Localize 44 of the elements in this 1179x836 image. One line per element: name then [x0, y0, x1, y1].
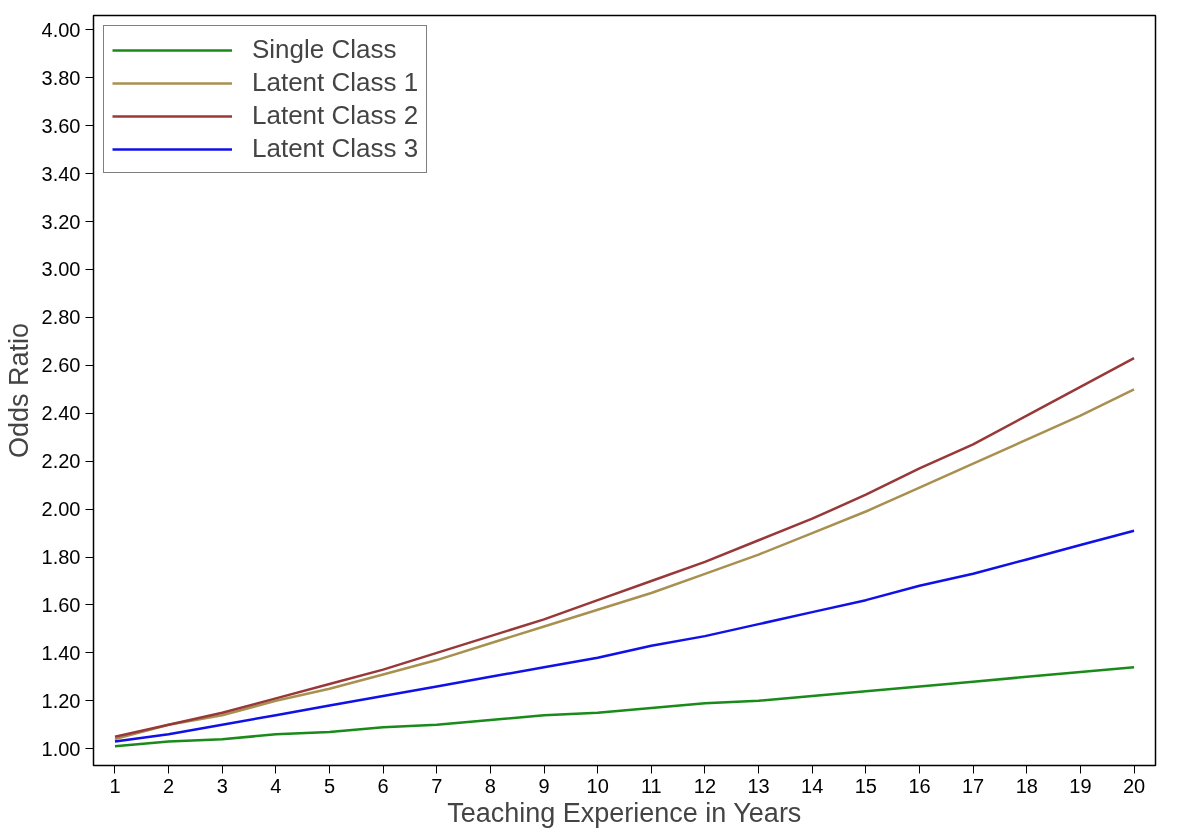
x-tick-label: 20	[1122, 774, 1146, 797]
line-series	[113, 529, 1136, 743]
x-tick-label: 7	[431, 774, 443, 797]
x-tick-label: 12	[693, 774, 717, 797]
x-tick-label: 5	[323, 774, 336, 797]
x-tick-label: 8	[484, 774, 496, 797]
x-tick-label: 15	[854, 774, 877, 797]
x-axis-title: Teaching Experience in Years	[447, 797, 802, 828]
x-tick-label: 6	[377, 774, 389, 797]
y-tick-label: 2.00	[41, 498, 81, 521]
x-tick-label: 4	[270, 774, 282, 797]
x-tick-label: 3	[216, 774, 228, 797]
legend-label: Latent Class 1	[252, 67, 419, 98]
y-tick-label: 1.40	[41, 641, 81, 664]
legend-label: Single Class	[252, 34, 397, 65]
x-tick-label: 13	[747, 774, 770, 797]
x-tick-label: 9	[538, 774, 550, 797]
x-tick-label: 1	[109, 774, 121, 797]
x-tick-label: 16	[908, 774, 931, 797]
x-tick-label: 11	[640, 774, 662, 797]
legend-label: Latent Class 2	[252, 100, 419, 131]
x-tick-label: 17	[962, 774, 985, 797]
y-tick-label: 1.00	[41, 737, 81, 760]
y-tick-label: 2.80	[41, 306, 81, 329]
y-tick-label: 2.20	[41, 450, 81, 473]
x-tick-label: 18	[1015, 774, 1038, 797]
y-tick-label: 4.00	[41, 18, 81, 41]
x-tick-label: 19	[1069, 774, 1092, 797]
y-tick-label: 1.80	[41, 546, 81, 569]
y-tick-label: 1.60	[41, 593, 81, 616]
y-tick-label: 3.20	[41, 210, 81, 233]
y-tick-label: 3.80	[41, 66, 81, 89]
y-tick-label: 2.40	[41, 402, 81, 425]
y-tick-label: 3.00	[41, 258, 81, 281]
y-tick-label: 3.40	[41, 162, 81, 185]
x-tick-label: 14	[801, 774, 824, 797]
x-tick-label: 2	[163, 774, 175, 797]
y-tick-label: 2.60	[41, 354, 81, 377]
y-tick-label: 1.20	[41, 689, 81, 712]
legend-label: Latent Class 3	[252, 133, 419, 164]
line-series	[113, 666, 1136, 748]
x-tick-label: 10	[586, 774, 609, 797]
y-tick-label: 3.60	[41, 114, 81, 137]
y-axis-title: Odds Ratio	[3, 322, 34, 459]
